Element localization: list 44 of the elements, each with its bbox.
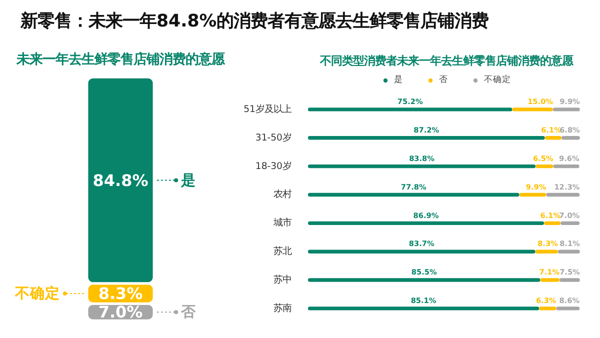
chart-title: 不同类型消费者未来一年去生鲜零售店铺消费的意愿 [319, 54, 574, 68]
bar [308, 250, 536, 254]
bar [558, 250, 580, 254]
bar [540, 278, 560, 282]
y-tick-label: 苏中 [274, 274, 292, 286]
bar [539, 306, 556, 310]
legend-label: 否 [180, 304, 197, 321]
bar [308, 278, 540, 282]
bar [546, 192, 580, 197]
bar [512, 108, 554, 112]
legend-label: 否 [439, 74, 449, 86]
bar [556, 306, 580, 310]
y-tick-label: 苏北 [274, 246, 292, 258]
y-tick-label: 苏南 [274, 302, 292, 314]
series-label: 是 [180, 172, 196, 189]
bar [553, 164, 580, 168]
legend-label: 是 [394, 74, 404, 86]
y-tick-label: 农村 [274, 189, 292, 200]
y-tick-label: 18-30岁 [255, 160, 292, 172]
bar [560, 221, 580, 226]
data-label: 7.0% [98, 302, 143, 322]
y-tick-label: 51岁及以上 [244, 104, 292, 115]
bar [308, 306, 540, 310]
text: 新零售：未来一年84.8%的消费者有意愿去生鲜零售店铺消费 [20, 12, 489, 32]
bar [561, 136, 580, 140]
bar [536, 164, 554, 168]
bar [308, 108, 512, 112]
bar [560, 278, 580, 282]
bar [535, 250, 558, 254]
bar [544, 221, 561, 226]
data-label: 8.3% [98, 284, 143, 304]
series-label: 不确定 [14, 284, 60, 302]
bar [308, 221, 544, 226]
y-tick-label: 31-50岁 [255, 132, 292, 144]
bar [553, 108, 580, 112]
legend-label: 不确定 [484, 74, 511, 86]
bar [308, 192, 520, 197]
bar [308, 164, 536, 168]
bar [544, 136, 562, 140]
chart-subtitle: 未来一年去生鲜零售店铺消费的意愿 [16, 52, 226, 68]
bar [519, 192, 546, 197]
bar [308, 136, 545, 140]
data-label: 84.8% [92, 170, 148, 190]
y-tick-label: 城市 [272, 218, 292, 229]
